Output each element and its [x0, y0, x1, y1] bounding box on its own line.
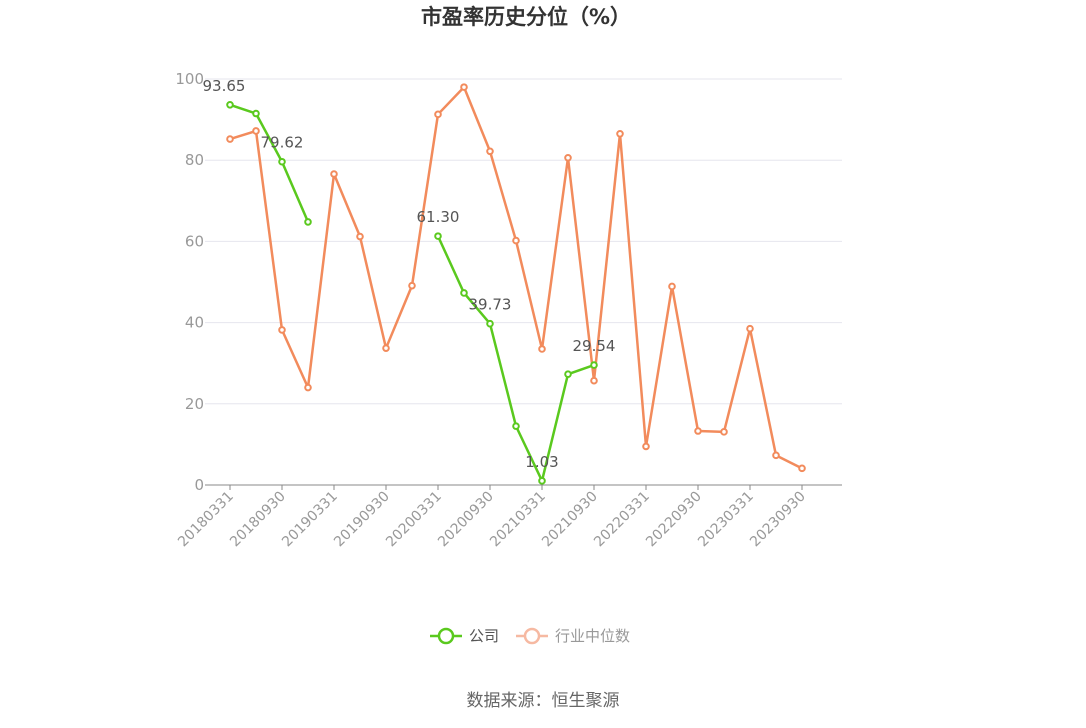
x-tick-label: 20210331	[487, 489, 549, 551]
data-point[interactable]	[564, 370, 572, 378]
data-point[interactable]	[304, 383, 312, 392]
x-tick-label: 20200930	[435, 489, 497, 551]
data-point[interactable]	[616, 130, 624, 138]
data-point[interactable]	[278, 157, 286, 166]
y-tick-label: 80	[185, 151, 204, 169]
data-point[interactable]	[590, 361, 598, 369]
data-point[interactable]	[772, 451, 780, 460]
data-point[interactable]	[694, 427, 702, 435]
legend: 公司 行业中位数	[430, 627, 630, 645]
data-point[interactable]	[434, 232, 442, 240]
x-tick-label: 20190331	[279, 489, 341, 551]
data-point[interactable]	[798, 464, 806, 473]
data-point[interactable]	[486, 147, 494, 156]
series-line	[229, 103, 310, 223]
y-axis: 0 20 40 60 80 100	[175, 70, 204, 494]
data-point[interactable]	[642, 442, 650, 451]
data-point[interactable]	[278, 326, 286, 334]
x-tick-label: 20230331	[695, 489, 757, 551]
data-point[interactable]	[460, 83, 468, 91]
legend-circle-icon	[437, 627, 455, 645]
data-point[interactable]	[720, 428, 728, 436]
legend-circle-icon	[523, 627, 541, 645]
data-label: 1.03	[525, 453, 558, 471]
series	[226, 83, 806, 485]
data-label: 93.65	[203, 77, 246, 95]
y-tick-label: 0	[194, 476, 204, 494]
legend-item-industry-median[interactable]: 行业中位数	[516, 627, 630, 645]
x-tick-label: 20220331	[591, 489, 653, 551]
legend-item-company[interactable]: 公司	[430, 627, 499, 645]
data-point[interactable]	[512, 422, 520, 430]
data-point[interactable]	[252, 109, 260, 118]
data-point[interactable]	[538, 345, 546, 353]
data-point[interactable]	[408, 281, 416, 290]
legend-label-industry-median: 行业中位数	[555, 627, 630, 645]
data-point[interactable]	[538, 477, 546, 485]
data-point[interactable]	[668, 282, 676, 291]
data-point[interactable]	[304, 218, 312, 226]
data-point[interactable]	[512, 236, 520, 245]
x-tick-label: 20180930	[227, 489, 289, 551]
y-tick-label: 40	[185, 314, 204, 332]
x-axis: 2018033120180930201903312019093020200331…	[175, 484, 842, 551]
data-point[interactable]	[746, 324, 754, 333]
series-industry-median	[226, 83, 806, 473]
x-tick-label: 20220930	[643, 489, 705, 551]
data-label: 61.30	[417, 208, 460, 226]
data-point[interactable]	[486, 319, 494, 328]
data-point[interactable]	[226, 100, 234, 109]
data-label: 79.62	[261, 134, 304, 152]
x-tick-label: 20180331	[175, 489, 237, 551]
chart-title: 市盈率历史分位（%）	[421, 5, 631, 29]
data-point[interactable]	[330, 170, 338, 178]
series-line	[436, 235, 595, 483]
data-point[interactable]	[590, 376, 598, 385]
data-label: 29.54	[573, 337, 616, 355]
data-point[interactable]	[226, 135, 234, 143]
data-labels: 93.65 79.62 61.30 39.73 1.03 29.54	[203, 77, 616, 471]
series-company	[226, 100, 598, 485]
x-tick-label: 20210930	[539, 489, 601, 551]
series-line	[229, 85, 803, 470]
y-tick-label: 20	[185, 395, 204, 413]
data-point[interactable]	[356, 232, 364, 241]
data-point[interactable]	[434, 110, 442, 119]
data-point[interactable]	[564, 153, 572, 162]
y-tick-label: 60	[185, 232, 204, 250]
x-tick-label: 20200331	[383, 489, 445, 551]
y-tick-label: 100	[175, 70, 204, 88]
legend-label-company: 公司	[469, 627, 499, 645]
x-tick-label: 20190930	[331, 489, 393, 551]
data-point[interactable]	[252, 127, 260, 135]
grid	[205, 78, 842, 405]
x-tick-label: 20230930	[747, 489, 809, 551]
data-point[interactable]	[460, 289, 468, 297]
data-point[interactable]	[382, 344, 390, 352]
data-label: 39.73	[469, 296, 512, 314]
data-source: 数据来源：恒生聚源	[467, 691, 620, 711]
